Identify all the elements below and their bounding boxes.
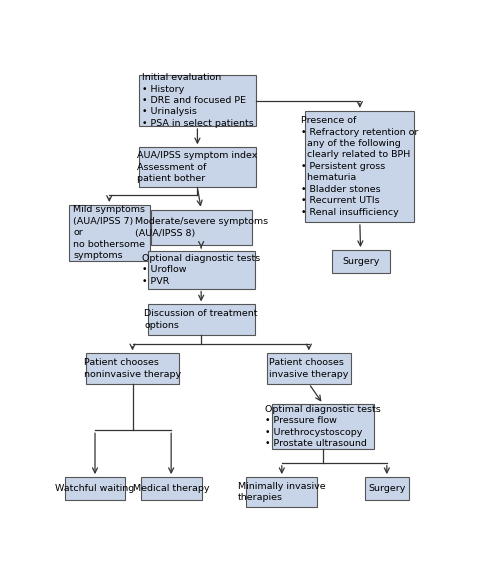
Text: Discussion of treatment
options: Discussion of treatment options	[144, 309, 258, 329]
FancyBboxPatch shape	[151, 210, 252, 245]
Text: Minimally invasive
therapies: Minimally invasive therapies	[238, 482, 326, 502]
FancyBboxPatch shape	[332, 250, 390, 273]
Text: Optimal diagnostic tests
• Pressure flow
• Urethrocystoscopy
• Prostate ultrasou: Optimal diagnostic tests • Pressure flow…	[265, 405, 381, 448]
FancyBboxPatch shape	[86, 353, 179, 384]
Text: Surgery: Surgery	[368, 484, 406, 493]
FancyBboxPatch shape	[148, 305, 255, 335]
Text: Surgery: Surgery	[342, 257, 379, 266]
Text: Presence of
• Refractory retention or
  any of the following
  clearly related t: Presence of • Refractory retention or an…	[301, 116, 419, 217]
Text: Moderate/severe symptoms
(AUA/IPSS 8): Moderate/severe symptoms (AUA/IPSS 8)	[135, 217, 268, 238]
FancyBboxPatch shape	[65, 477, 125, 500]
Text: Patient chooses
noninvasive therapy: Patient chooses noninvasive therapy	[84, 358, 181, 379]
Text: Medical therapy: Medical therapy	[133, 484, 210, 493]
Text: Initial evaluation
• History
• DRE and focused PE
• Urinalysis
• PSA in select p: Initial evaluation • History • DRE and f…	[141, 73, 253, 128]
FancyBboxPatch shape	[148, 251, 255, 288]
FancyBboxPatch shape	[69, 205, 150, 261]
FancyBboxPatch shape	[141, 477, 201, 500]
FancyBboxPatch shape	[246, 477, 318, 507]
FancyBboxPatch shape	[272, 404, 374, 449]
Text: Mild symptoms
(AUA/IPSS 7)
or
no bothersome
symptoms: Mild symptoms (AUA/IPSS 7) or no bothers…	[73, 205, 145, 260]
Text: Optional diagnostic tests
• Uroflow
• PVR: Optional diagnostic tests • Uroflow • PV…	[142, 254, 260, 286]
Text: Watchful waiting: Watchful waiting	[55, 484, 135, 493]
FancyBboxPatch shape	[139, 147, 256, 187]
FancyBboxPatch shape	[365, 477, 409, 500]
FancyBboxPatch shape	[305, 111, 414, 222]
FancyBboxPatch shape	[139, 75, 256, 126]
Text: AUA/IPSS symptom index
Assessment of
patient bother: AUA/IPSS symptom index Assessment of pat…	[137, 151, 257, 183]
Text: Patient chooses
invasive therapy: Patient chooses invasive therapy	[269, 358, 348, 379]
FancyBboxPatch shape	[267, 353, 351, 384]
